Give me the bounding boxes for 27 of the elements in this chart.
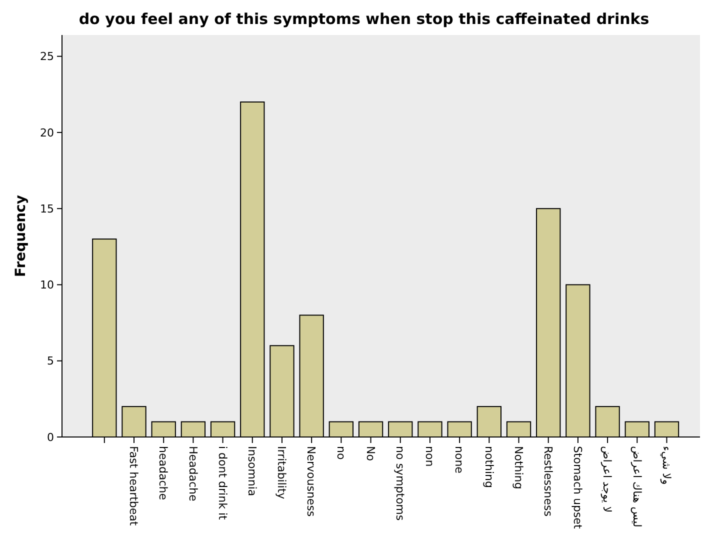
x-tick-label: Fast heartbeat <box>127 446 140 526</box>
x-tick-label: nothing <box>482 446 496 488</box>
x-tick-label: headache <box>156 446 170 500</box>
y-tick-label: 15 <box>40 202 54 216</box>
x-tick-label: no <box>334 446 348 460</box>
x-tick-label: Insomnia <box>246 446 259 496</box>
x-tick-label: No <box>364 446 377 462</box>
x-tick-label: Nervousness <box>304 446 318 517</box>
x-tick-label: Nothing <box>512 446 525 490</box>
x-tick-label: no symptoms <box>394 446 407 521</box>
x-tick-label: Irritability <box>275 446 288 500</box>
y-axis-title: Frequency <box>13 195 29 277</box>
x-tick-label: ولا شيء <box>660 446 673 485</box>
y-tick-label: 0 <box>47 430 54 444</box>
x-tick-label: Headache <box>186 446 200 502</box>
chart-title: do you feel any of this symptoms when stop this caffeinated drinks <box>78 10 650 28</box>
x-tick-label: non <box>423 446 436 467</box>
y-tick-label: 25 <box>40 50 54 64</box>
x-tick-label: i dont drink it <box>216 446 229 520</box>
y-tick-label: 5 <box>47 354 54 368</box>
x-tick-label: Restlessness <box>542 446 554 517</box>
x-tick-label: none <box>452 446 466 474</box>
y-tick-label: 10 <box>40 278 54 292</box>
x-tick-label: Stomach upset <box>571 446 584 530</box>
x-tick-label: ليس هناك اعراض <box>630 446 644 528</box>
y-tick-label: 20 <box>40 126 54 140</box>
x-tick-label: لا يوجد اعراض <box>600 446 614 513</box>
